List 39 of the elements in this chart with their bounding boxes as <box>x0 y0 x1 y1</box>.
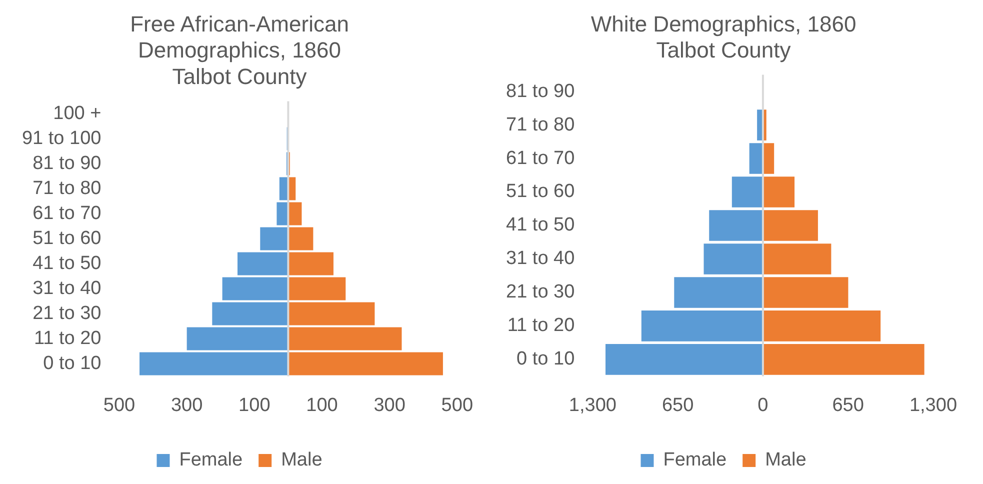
y-tick-label: 81 to 90 <box>32 152 102 174</box>
y-tick-label: 61 to 70 <box>32 202 102 224</box>
y-tick-label: 51 to 60 <box>32 228 102 249</box>
x-tick-label: 300 <box>170 394 203 416</box>
legend-label: Female <box>179 450 243 471</box>
y-tick-label: 31 to 40 <box>32 278 102 299</box>
y-tick-label: 31 to 40 <box>506 248 575 270</box>
chart-title: Free African-American Demographics, 1860 <box>130 11 349 63</box>
chart-title: White Demographics, 1860 <box>590 11 856 36</box>
x-tick-label: 500 <box>441 394 473 416</box>
y-tick-label: 11 to 20 <box>34 328 102 349</box>
y-tick-label: 41 to 50 <box>506 214 575 236</box>
x-tick-label: 650 <box>832 394 864 416</box>
y-tick-label: 81 to 90 <box>506 80 575 102</box>
chart-subtitle: Talbot County <box>172 64 307 90</box>
y-tick-label: 61 to 70 <box>506 148 575 169</box>
x-tick-label: 1,300 <box>568 394 616 416</box>
x-tick-label: 100 <box>238 394 270 416</box>
legend-label: Male <box>765 450 806 471</box>
y-tick-label: 0 to 10 <box>43 352 102 374</box>
y-tick-label: 100 + <box>53 102 102 124</box>
x-tick-label: 300 <box>374 394 406 416</box>
y-tick-label: 21 to 30 <box>506 282 575 303</box>
y-tick-label: 71 to 80 <box>32 178 102 199</box>
y-tick-label: 91 to 100 <box>22 128 102 149</box>
x-tick-label: 1,300 <box>909 394 957 416</box>
y-tick-label: 11 to 20 <box>507 315 575 336</box>
y-tick-label: 71 to 80 <box>506 114 575 136</box>
x-tick-label: 0 <box>758 394 768 416</box>
chart-subtitle: Talbot County <box>656 38 791 63</box>
y-tick-label: 21 to 30 <box>32 302 102 324</box>
x-tick-label: 500 <box>103 394 136 416</box>
y-tick-label: 0 to 10 <box>516 348 575 370</box>
y-tick-label: 41 to 50 <box>32 252 102 274</box>
legend-label: Female <box>663 450 727 471</box>
legend-label: Male <box>281 450 322 471</box>
x-tick-label: 650 <box>662 394 694 416</box>
x-tick-label: 100 <box>306 394 338 416</box>
y-tick-label: 51 to 60 <box>506 181 575 202</box>
